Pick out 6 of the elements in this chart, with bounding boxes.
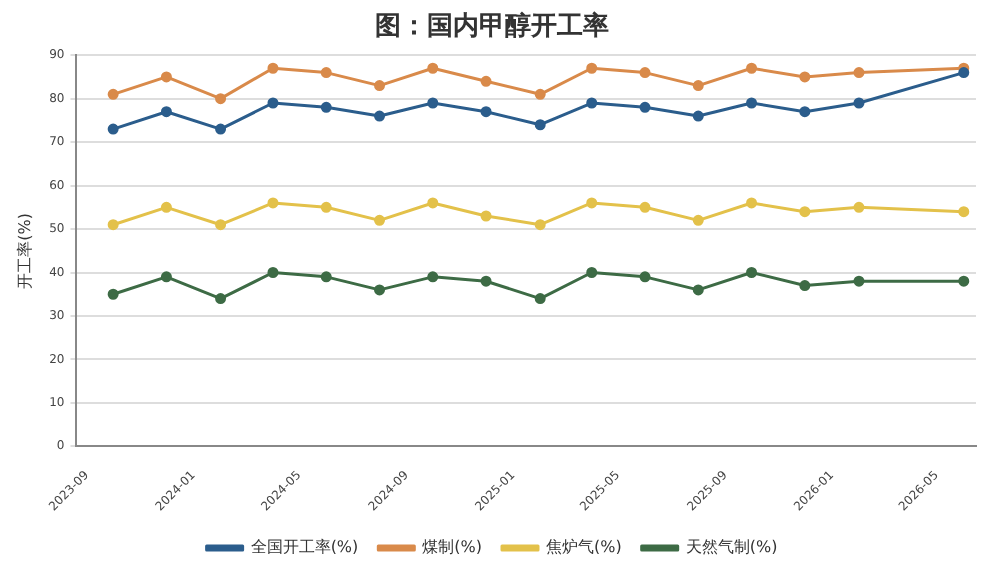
- chart-title: 图：国内甲醇开工率: [375, 10, 609, 43]
- y-axis-title: 开工率(%): [15, 212, 34, 289]
- legend-label: 煤制(%): [422, 538, 482, 557]
- legend-label: 全国开工率(%): [250, 538, 359, 557]
- legend-label: 焦炉气(%): [546, 538, 622, 557]
- legend-label: 天然气制(%): [685, 538, 778, 557]
